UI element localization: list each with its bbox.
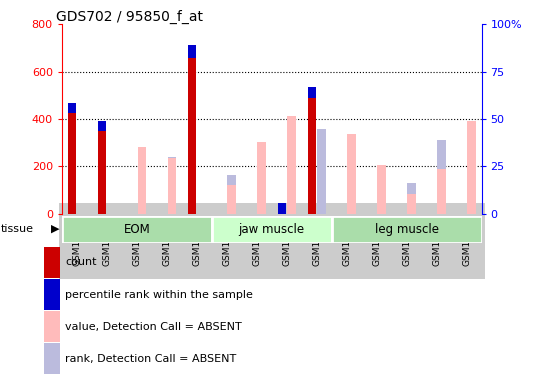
Bar	[308, 93, 316, 98]
Bar	[44, 344, 60, 374]
Bar	[377, 165, 386, 214]
Bar	[468, 122, 476, 214]
Bar	[258, 141, 266, 214]
Bar	[331, 216, 482, 243]
Bar	[228, 175, 236, 214]
Bar	[138, 150, 146, 214]
Bar	[167, 157, 176, 214]
Bar	[44, 279, 60, 310]
Bar	[308, 98, 316, 214]
Bar	[437, 169, 445, 214]
Text: GDS702 / 95850_f_at: GDS702 / 95850_f_at	[56, 9, 203, 24]
Text: jaw muscle: jaw muscle	[239, 223, 305, 236]
Bar	[258, 147, 266, 214]
Bar	[98, 126, 106, 131]
Text: leg muscle: leg muscle	[374, 223, 438, 236]
Bar	[68, 103, 76, 113]
Bar	[317, 129, 326, 214]
Text: EOM: EOM	[123, 223, 150, 236]
Bar	[188, 45, 196, 57]
Text: value, Detection Call = ABSENT: value, Detection Call = ABSENT	[65, 322, 242, 332]
Bar	[62, 216, 212, 243]
Bar	[68, 113, 76, 214]
Bar	[407, 183, 416, 214]
Bar	[278, 203, 286, 214]
Text: percentile rank within the sample: percentile rank within the sample	[65, 290, 253, 300]
Bar	[437, 140, 445, 214]
Bar	[308, 87, 316, 98]
Bar	[348, 135, 356, 214]
Bar	[188, 53, 196, 57]
Bar	[68, 108, 76, 113]
Bar	[287, 135, 296, 214]
Bar	[98, 122, 106, 131]
Bar	[468, 137, 476, 214]
Bar	[228, 185, 236, 214]
Bar	[212, 216, 331, 243]
Bar	[167, 158, 176, 214]
Text: ▶: ▶	[51, 224, 59, 234]
Text: tissue: tissue	[1, 224, 33, 234]
Bar	[278, 209, 286, 214]
Bar	[348, 136, 356, 214]
Bar	[407, 194, 416, 214]
Bar	[44, 247, 60, 278]
Bar	[98, 131, 106, 214]
Bar	[44, 311, 60, 342]
Bar	[377, 165, 386, 214]
Bar	[188, 57, 196, 214]
Text: rank, Detection Call = ABSENT: rank, Detection Call = ABSENT	[65, 354, 237, 364]
Bar	[287, 116, 296, 214]
Bar	[138, 147, 146, 214]
Text: count: count	[65, 258, 97, 267]
